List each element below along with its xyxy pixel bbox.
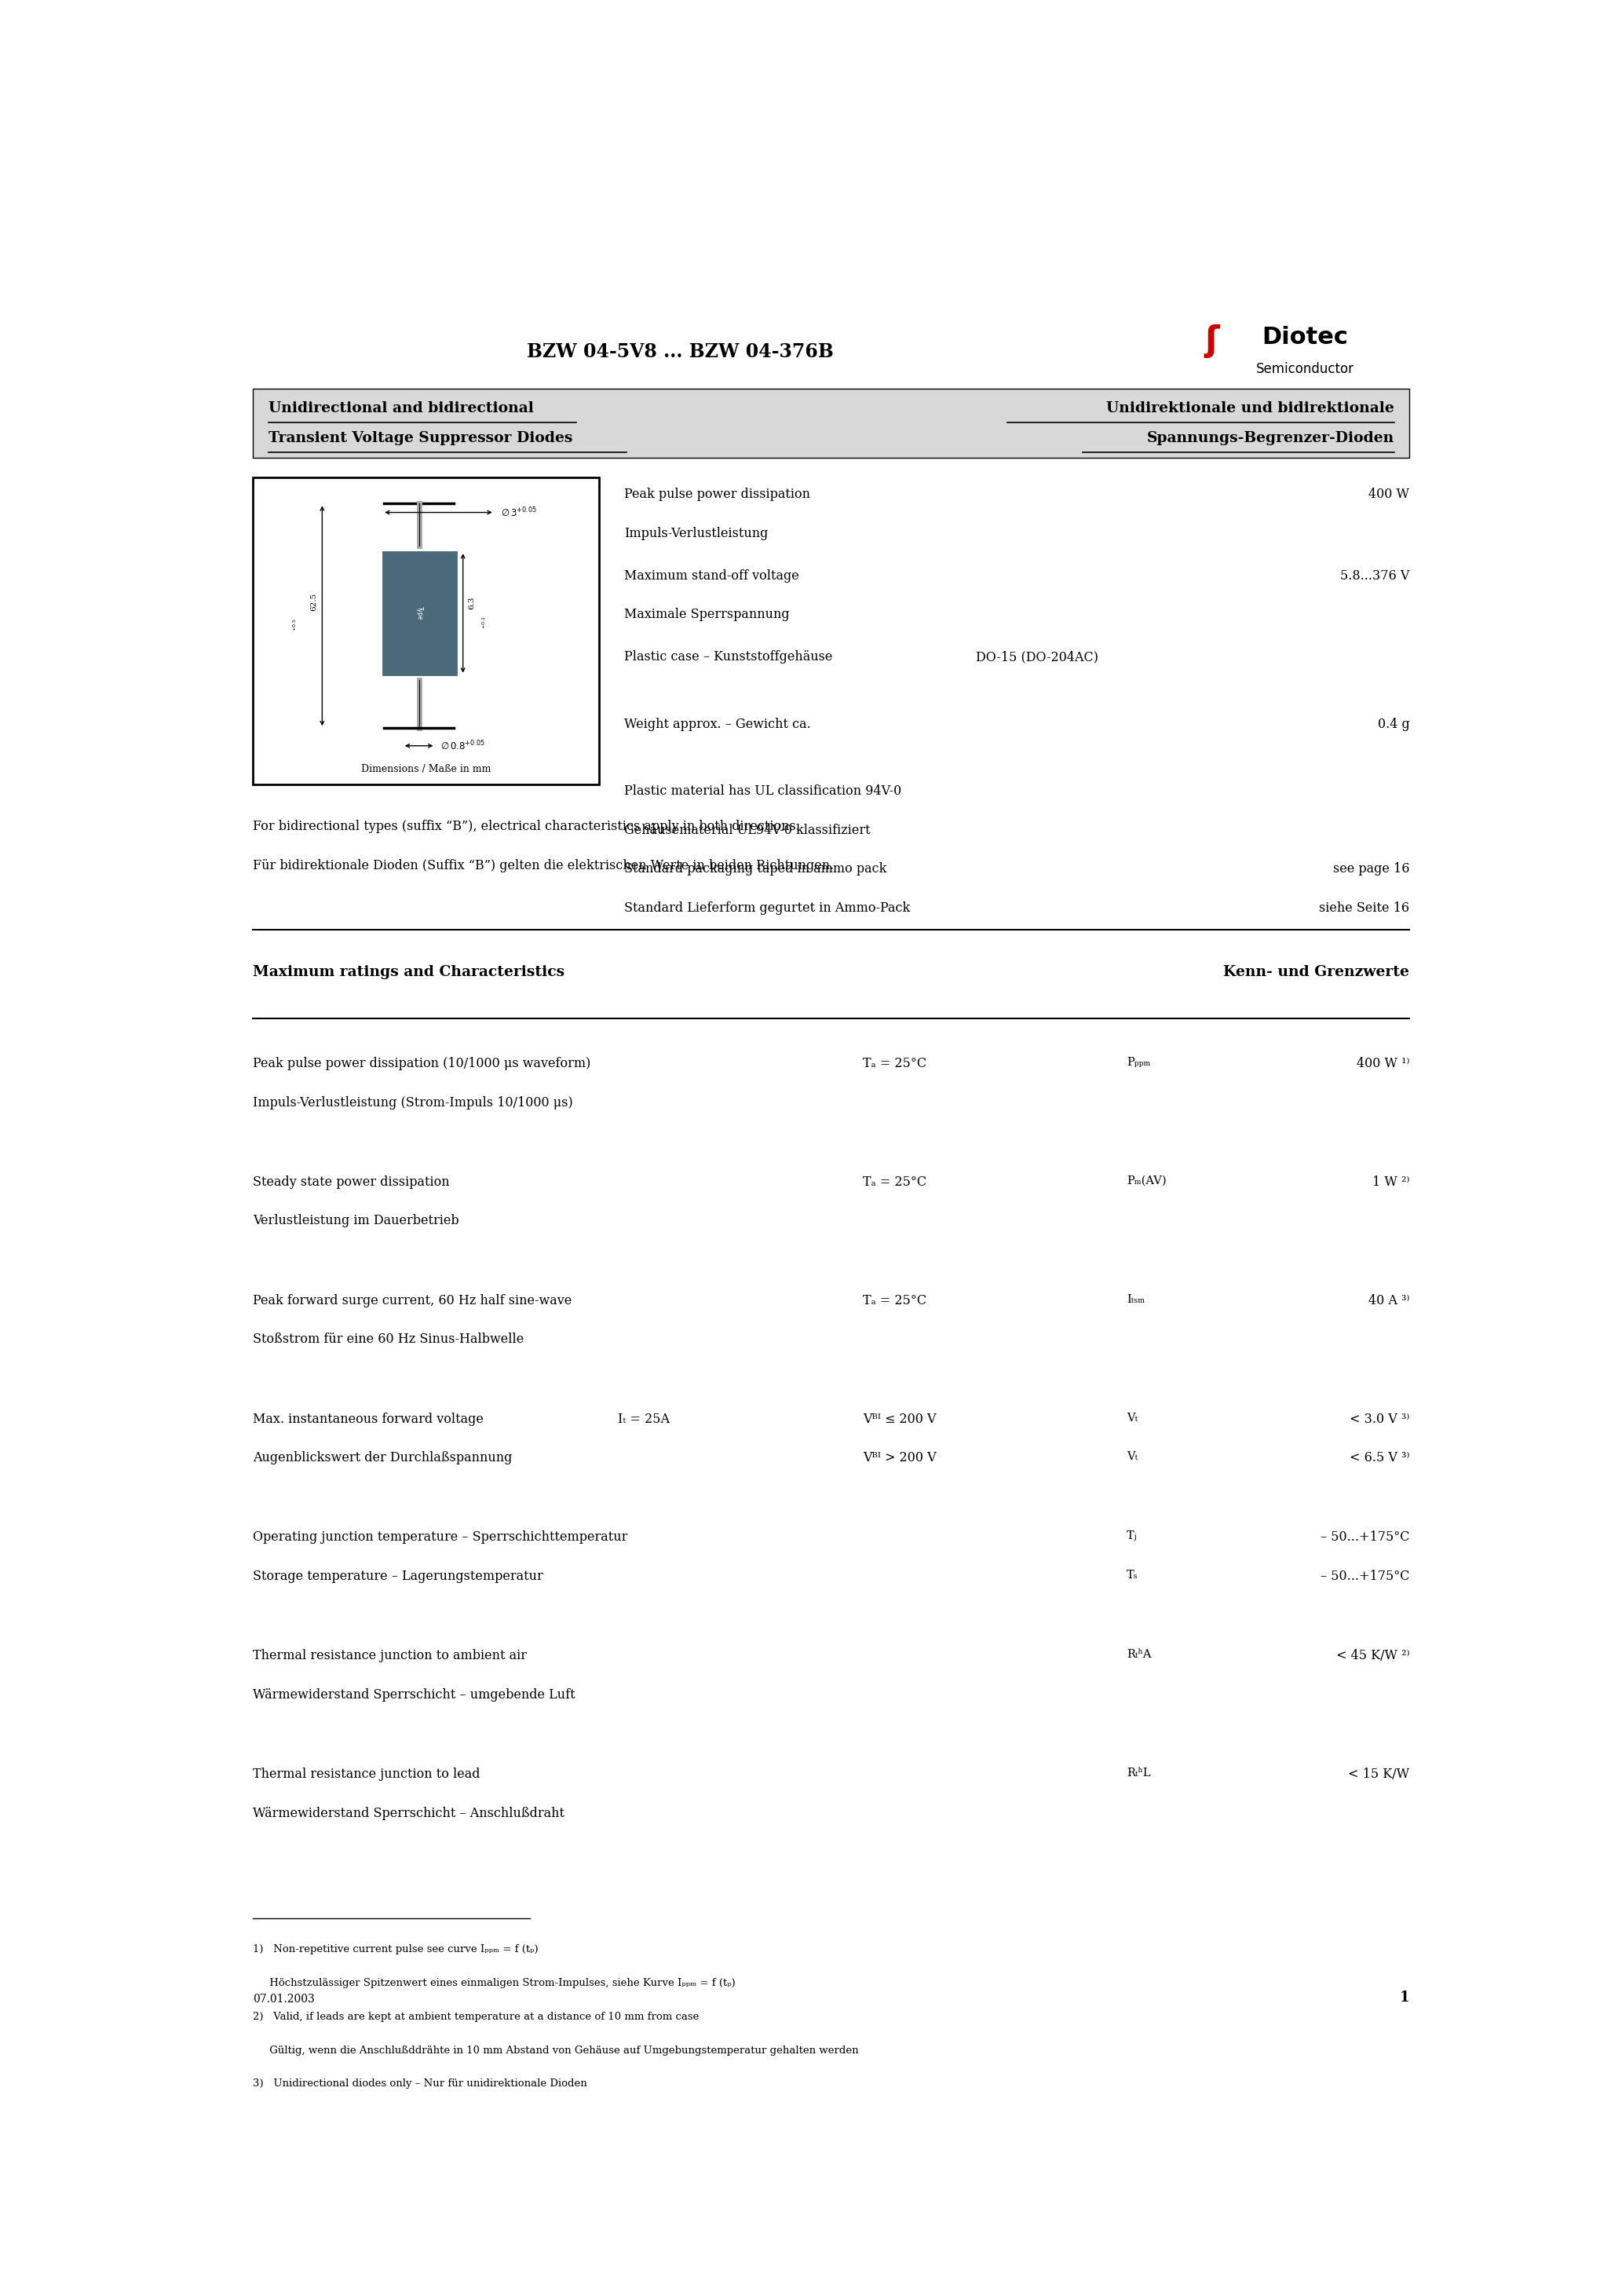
Text: Maximum ratings and Characteristics: Maximum ratings and Characteristics: [253, 964, 564, 978]
Text: Operating junction temperature – Sperrschichttemperatur: Operating junction temperature – Sperrsc…: [253, 1531, 628, 1545]
Text: 1 W ²⁾: 1 W ²⁾: [1372, 1176, 1410, 1189]
Text: BZW 04-5V8 ... BZW 04-376B: BZW 04-5V8 ... BZW 04-376B: [527, 342, 834, 360]
Text: Gültig, wenn die Anschlußddrähte in 10 mm Abstand von Gehäuse auf Umgebungstempe: Gültig, wenn die Anschlußddrähte in 10 m…: [253, 2046, 858, 2055]
Text: < 45 K/W ²⁾: < 45 K/W ²⁾: [1337, 1649, 1410, 1662]
Text: Stoßstrom für eine 60 Hz Sinus-Halbwelle: Stoßstrom für eine 60 Hz Sinus-Halbwelle: [253, 1332, 524, 1345]
Text: Für bidirektionale Dioden (Suffix “B”) gelten die elektrischen Werte in beiden R: Für bidirektionale Dioden (Suffix “B”) g…: [253, 859, 834, 872]
Text: Augenblickswert der Durchlaßspannung: Augenblickswert der Durchlaßspannung: [253, 1451, 513, 1465]
Text: $^{+0.1}$: $^{+0.1}$: [482, 615, 488, 629]
Text: ʃ: ʃ: [1205, 324, 1220, 358]
Text: Tₛ: Tₛ: [1127, 1570, 1139, 1580]
Text: 40 A ³⁾: 40 A ³⁾: [1369, 1295, 1410, 1306]
Text: siehe Seite 16: siehe Seite 16: [1319, 902, 1410, 914]
Text: Spannungs-Begrenzer-Dioden: Spannungs-Begrenzer-Dioden: [1147, 432, 1395, 445]
Text: Transient Voltage Suppressor Diodes: Transient Voltage Suppressor Diodes: [268, 432, 573, 445]
Text: Maximale Sperrspannung: Maximale Sperrspannung: [624, 608, 790, 622]
Text: Tₐ = 25°C: Tₐ = 25°C: [863, 1056, 926, 1070]
Text: Plastic material has UL classification 94V-0: Plastic material has UL classification 9…: [624, 785, 902, 799]
Text: Tₐ = 25°C: Tₐ = 25°C: [863, 1176, 926, 1189]
Text: 0.4 g: 0.4 g: [1377, 719, 1410, 730]
Text: 07.01.2003: 07.01.2003: [253, 1993, 315, 2004]
Text: Verlustleistung im Dauerbetrieb: Verlustleistung im Dauerbetrieb: [253, 1215, 459, 1228]
Text: Tₐ = 25°C: Tₐ = 25°C: [863, 1295, 926, 1306]
Text: Iₜₛₘ: Iₜₛₘ: [1127, 1295, 1145, 1304]
Text: Unidirektionale und bidirektionale: Unidirektionale und bidirektionale: [1106, 402, 1395, 416]
Text: 3)   Unidirectional diodes only – Nur für unidirektionale Dioden: 3) Unidirectional diodes only – Nur für …: [253, 2078, 587, 2089]
Text: 5.8...376 V: 5.8...376 V: [1340, 569, 1410, 583]
Text: Storage temperature – Lagerungstemperatur: Storage temperature – Lagerungstemperatu…: [253, 1570, 543, 1582]
Text: < 6.5 V ³⁾: < 6.5 V ³⁾: [1350, 1451, 1410, 1465]
Bar: [253, 478, 599, 785]
Text: Weight approx. – Gewicht ca.: Weight approx. – Gewicht ca.: [624, 719, 811, 730]
Text: $\varnothing\,0.8^{+0.05}$: $\varnothing\,0.8^{+0.05}$: [440, 739, 485, 753]
Text: Wärmewiderstand Sperrschicht – umgebende Luft: Wärmewiderstand Sperrschicht – umgebende…: [253, 1688, 576, 1701]
Text: Diotec: Diotec: [1262, 326, 1348, 349]
Text: Kenn- und Grenzwerte: Kenn- und Grenzwerte: [1223, 964, 1410, 978]
Text: 1)   Non-repetitive current pulse see curve Iₚₚₘ = f (tₚ): 1) Non-repetitive current pulse see curv…: [253, 1945, 539, 1954]
Text: < 15 K/W: < 15 K/W: [1348, 1768, 1410, 1782]
Text: 6.3: 6.3: [469, 597, 475, 608]
Text: Gehäusematerial UL94V-0 klassifiziert: Gehäusematerial UL94V-0 klassifiziert: [624, 824, 869, 838]
Text: Vᴮᴵ > 200 V: Vᴮᴵ > 200 V: [863, 1451, 936, 1465]
Text: Standard Lieferform gegurtet in Ammo-Pack: Standard Lieferform gegurtet in Ammo-Pac…: [624, 902, 910, 914]
Text: Maximum stand-off voltage: Maximum stand-off voltage: [624, 569, 798, 583]
Text: Vₜ: Vₜ: [1127, 1451, 1139, 1463]
Text: Dimensions / Maße in mm: Dimensions / Maße in mm: [362, 765, 491, 774]
Text: Unidirectional and bidirectional: Unidirectional and bidirectional: [268, 402, 534, 416]
Bar: [253, 388, 1410, 457]
Bar: [383, 551, 457, 675]
Text: Wärmewiderstand Sperrschicht – Anschlußdraht: Wärmewiderstand Sperrschicht – Anschlußd…: [253, 1807, 564, 1821]
Text: Plastic case – Kunststoffgehäuse: Plastic case – Kunststoffgehäuse: [624, 650, 832, 664]
Text: Vᴮᴵ ≤ 200 V: Vᴮᴵ ≤ 200 V: [863, 1412, 936, 1426]
Text: Peak pulse power dissipation (10/1000 μs waveform): Peak pulse power dissipation (10/1000 μs…: [253, 1056, 590, 1070]
Text: Iₜ = 25A: Iₜ = 25A: [618, 1412, 670, 1426]
Text: 1: 1: [1400, 1991, 1410, 2004]
Text: Peak forward surge current, 60 Hz half sine-wave: Peak forward surge current, 60 Hz half s…: [253, 1295, 573, 1306]
Text: – 50...+175°C: – 50...+175°C: [1320, 1531, 1410, 1545]
Text: Standard packaging taped in ammo pack: Standard packaging taped in ammo pack: [624, 863, 886, 875]
Text: Semiconductor: Semiconductor: [1255, 363, 1354, 377]
Text: Impuls-Verlustleistung: Impuls-Verlustleistung: [624, 526, 767, 540]
Text: Tⱼ: Tⱼ: [1127, 1531, 1137, 1541]
Text: Max. instantaneous forward voltage: Max. instantaneous forward voltage: [253, 1412, 483, 1426]
Text: Type: Type: [417, 606, 423, 620]
Text: Pₘ(AV): Pₘ(AV): [1127, 1176, 1166, 1187]
Text: < 3.0 V ³⁾: < 3.0 V ³⁾: [1350, 1412, 1410, 1426]
Text: – 50...+175°C: – 50...+175°C: [1320, 1570, 1410, 1582]
Text: 400 W ¹⁾: 400 W ¹⁾: [1356, 1056, 1410, 1070]
Text: Impuls-Verlustleistung (Strom-Impuls 10/1000 μs): Impuls-Verlustleistung (Strom-Impuls 10/…: [253, 1095, 573, 1109]
Text: $\varnothing\,3^{+0.05}$: $\varnothing\,3^{+0.05}$: [501, 505, 537, 519]
Text: RₜʰA: RₜʰA: [1127, 1649, 1152, 1660]
Text: For bidirectional types (suffix “B”), electrical characteristics apply in both d: For bidirectional types (suffix “B”), el…: [253, 820, 800, 833]
Text: DO-15 (DO-204AC): DO-15 (DO-204AC): [976, 650, 1098, 664]
Text: see page 16: see page 16: [1333, 863, 1410, 875]
Text: 2)   Valid, if leads are kept at ambient temperature at a distance of 10 mm from: 2) Valid, if leads are kept at ambient t…: [253, 2011, 699, 2023]
Text: Peak pulse power dissipation: Peak pulse power dissipation: [624, 487, 809, 501]
Text: Pₚₚₘ: Pₚₚₘ: [1127, 1056, 1150, 1068]
Text: 62.5: 62.5: [310, 592, 318, 611]
Text: RₜʰL: RₜʰL: [1127, 1768, 1150, 1779]
Text: Vₜ: Vₜ: [1127, 1412, 1139, 1424]
Text: $^{+0.5}$: $^{+0.5}$: [292, 618, 300, 631]
Text: Steady state power dissipation: Steady state power dissipation: [253, 1176, 449, 1189]
Text: Thermal resistance junction to ambient air: Thermal resistance junction to ambient a…: [253, 1649, 527, 1662]
Text: Thermal resistance junction to lead: Thermal resistance junction to lead: [253, 1768, 480, 1782]
Text: 400 W: 400 W: [1369, 487, 1410, 501]
Text: Höchstzulässiger Spitzenwert eines einmaligen Strom-Impulses, siehe Kurve Iₚₚₘ =: Höchstzulässiger Spitzenwert eines einma…: [253, 1979, 736, 1988]
